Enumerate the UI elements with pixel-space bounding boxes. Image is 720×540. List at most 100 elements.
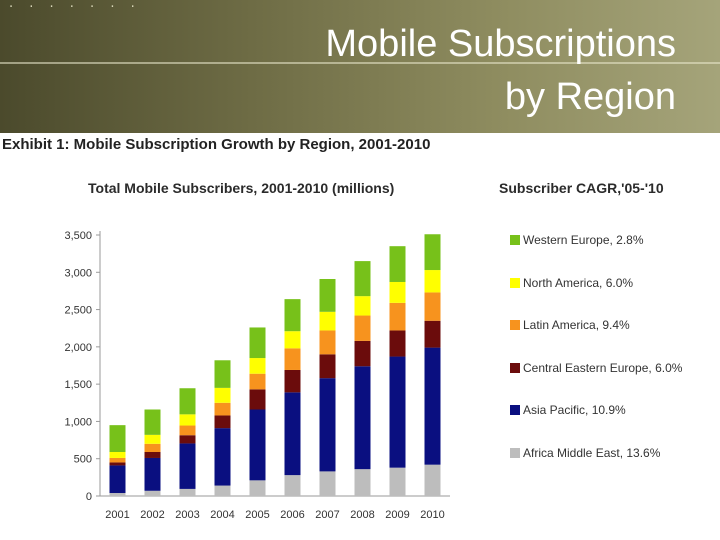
bar-segment-central-eastern-europe — [319, 354, 336, 379]
legend-swatch — [510, 320, 520, 331]
x-tick-label: 2006 — [280, 509, 304, 521]
y-tick-label: 1,500 — [64, 379, 92, 391]
x-tick-label: 2002 — [140, 509, 164, 521]
x-tick-label: 2003 — [175, 509, 199, 521]
bar-segment-africa-middle-east — [424, 464, 441, 496]
bar-segment-central-eastern-europe — [144, 452, 161, 458]
bar-segment-africa-middle-east — [249, 480, 266, 496]
bar-segment-north-america — [214, 387, 231, 403]
bar-segment-asia-pacific — [389, 356, 406, 468]
y-tick-label: 0 — [86, 491, 92, 503]
legend-item: North America, 6.0% — [510, 275, 633, 291]
bar-segment-western-europe — [354, 261, 371, 297]
bar-segment-asia-pacific — [109, 465, 126, 494]
header-divider — [0, 62, 720, 64]
x-tick-label: 2005 — [245, 509, 269, 521]
y-tick-label: 3,000 — [64, 267, 92, 279]
bar-segment-africa-middle-east — [389, 467, 406, 496]
bar-segment-north-america — [109, 452, 126, 458]
y-tick-label: 2,000 — [64, 342, 92, 354]
bar-segment-central-eastern-europe — [389, 330, 406, 357]
bar-segment-latin-america — [214, 402, 231, 416]
y-tick-label: 1,000 — [64, 416, 92, 428]
bar-segment-central-eastern-europe — [214, 415, 231, 429]
bar-segment-africa-middle-east — [179, 488, 196, 496]
x-tick-label: 2001 — [105, 509, 129, 521]
x-tick-label: 2010 — [420, 509, 444, 521]
bar-segment-asia-pacific — [424, 347, 441, 465]
decorative-dots: · · · · · · · — [9, 0, 141, 15]
legend-item: Central Eastern Europe, 6.0% — [510, 360, 682, 376]
legend-label: Western Europe, 2.8% — [523, 233, 644, 247]
bar-segment-latin-america — [249, 373, 266, 390]
bar-segment-latin-america — [109, 457, 126, 463]
bar-segment-latin-america — [144, 443, 161, 453]
bar-segment-north-america — [144, 434, 161, 444]
bar-segment-asia-pacific — [249, 409, 266, 481]
bar-segment-central-eastern-europe — [249, 389, 266, 410]
legend-item: Latin America, 9.4% — [510, 317, 630, 333]
bar-segment-latin-america — [389, 302, 406, 331]
bar-segment-latin-america — [179, 425, 196, 436]
bar-segment-central-eastern-europe — [424, 320, 441, 348]
y-tick-label: 500 — [74, 454, 92, 466]
bar-segment-latin-america — [354, 315, 371, 341]
bar-segment-north-america — [424, 270, 441, 293]
legend-label: Africa Middle East, 13.6% — [523, 446, 661, 460]
legend-swatch — [510, 235, 520, 245]
y-tick-label: 3,500 — [64, 230, 92, 242]
bar-segment-latin-america — [424, 292, 441, 321]
x-tick-label: 2009 — [385, 509, 409, 521]
legend-swatch — [510, 448, 520, 458]
x-tick-label: 2007 — [315, 509, 339, 521]
legend-swatch — [510, 362, 520, 373]
bar-segment-africa-middle-east — [319, 471, 336, 496]
legend-swatch — [510, 405, 520, 416]
bar-segment-western-europe — [179, 388, 196, 415]
bar-segment-africa-middle-east — [284, 475, 301, 496]
legend-swatch — [510, 277, 520, 288]
bar-segment-africa-middle-east — [214, 485, 231, 496]
bar-segment-asia-pacific — [179, 443, 196, 489]
bar-segment-africa-middle-east — [354, 469, 371, 496]
y-tick-label: 2,500 — [64, 305, 92, 317]
legend-label: Central Eastern Europe, 6.0% — [523, 360, 683, 375]
bar-segment-africa-middle-east — [144, 490, 161, 496]
bar-segment-western-europe — [389, 246, 406, 282]
legend-item: Western Europe, 2.8% — [510, 232, 644, 248]
bar-segment-central-eastern-europe — [109, 462, 126, 466]
slide-title: Mobile Subscriptions by Region — [216, 18, 676, 124]
bar-segment-asia-pacific — [144, 457, 161, 491]
bar-segment-africa-middle-east — [109, 493, 126, 496]
bar-segment-central-eastern-europe — [284, 369, 301, 393]
legend-label: North America, 6.0% — [523, 275, 634, 290]
bar-segment-western-europe — [424, 234, 441, 271]
bar-segment-north-america — [319, 311, 336, 331]
bar-segment-north-america — [249, 358, 266, 374]
legend-label: Asia Pacific, 10.9% — [523, 403, 626, 418]
x-tick-label: 2004 — [210, 509, 234, 521]
bar-segment-central-eastern-europe — [354, 340, 371, 367]
legend-item: Africa Middle East, 13.6% — [510, 445, 660, 461]
bar-segment-western-europe — [214, 360, 231, 388]
bar-segment-asia-pacific — [319, 378, 336, 472]
bar-segment-western-europe — [109, 425, 126, 453]
bar-segment-western-europe — [284, 299, 301, 332]
cagr-title: Subscriber CAGR,'05-'10 — [499, 180, 664, 196]
bar-segment-central-eastern-europe — [179, 435, 196, 444]
slide-header: · · · · · · · Mobile Subscriptions by Re… — [0, 0, 720, 133]
legend-item: Asia Pacific, 10.9% — [510, 402, 626, 418]
x-tick-label: 2008 — [350, 509, 374, 521]
bar-segment-western-europe — [319, 278, 336, 312]
slide-title-line-2: by Region — [504, 76, 676, 118]
bar-segment-latin-america — [319, 330, 336, 355]
bar-segment-asia-pacific — [284, 392, 301, 476]
bar-segment-western-europe — [144, 409, 161, 435]
bar-segment-north-america — [179, 414, 196, 426]
slide-title-line-1: Mobile Subscriptions — [325, 23, 676, 65]
bar-segment-western-europe — [249, 327, 266, 359]
exhibit-heading: Exhibit 1: Mobile Subscription Growth by… — [2, 136, 431, 153]
bar-segment-north-america — [284, 331, 301, 349]
bar-segment-north-america — [354, 296, 371, 316]
